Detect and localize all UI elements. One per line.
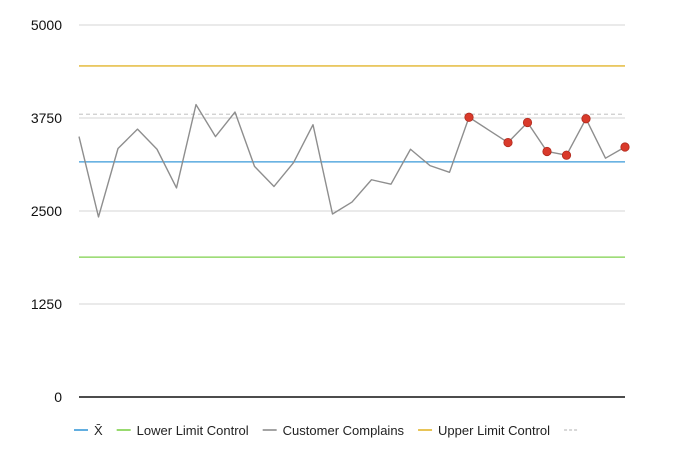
legend-item-1: Lower Limit Control: [116, 423, 249, 438]
highlight-point: [620, 142, 630, 152]
highlight-point: [464, 112, 474, 122]
legend-item-2: Customer Complains: [262, 423, 405, 438]
highlight-point: [522, 117, 533, 128]
highlight-point: [503, 137, 513, 148]
highlight-point: [542, 146, 552, 157]
legend-label: X̄: [94, 423, 103, 438]
series-lines: [78, 65, 626, 258]
highlighted-points: [464, 112, 630, 160]
legend-label: Customer Complains: [283, 423, 405, 438]
y-tick-label: 2500: [31, 203, 62, 219]
grid-lines: [79, 24, 625, 305]
highlight-point: [561, 150, 572, 160]
y-axis-ticks: 0 1250 2500 3750 5000: [31, 17, 62, 405]
legend-label: Upper Limit Control: [438, 423, 550, 438]
legend-item-3: Upper Limit Control: [418, 423, 550, 438]
series-line-2: [78, 103, 626, 218]
y-tick-label: 0: [54, 389, 62, 405]
legend: X̄ Lower Limit Control Customer Complains U…: [74, 423, 579, 438]
y-tick-label: 5000: [31, 17, 62, 33]
legend-label: Lower Limit Control: [137, 423, 249, 438]
highlight-point: [581, 114, 591, 124]
y-tick-label: 1250: [31, 296, 62, 312]
y-tick-label: 3750: [31, 110, 62, 126]
legend-item-0: X̄: [74, 423, 103, 438]
